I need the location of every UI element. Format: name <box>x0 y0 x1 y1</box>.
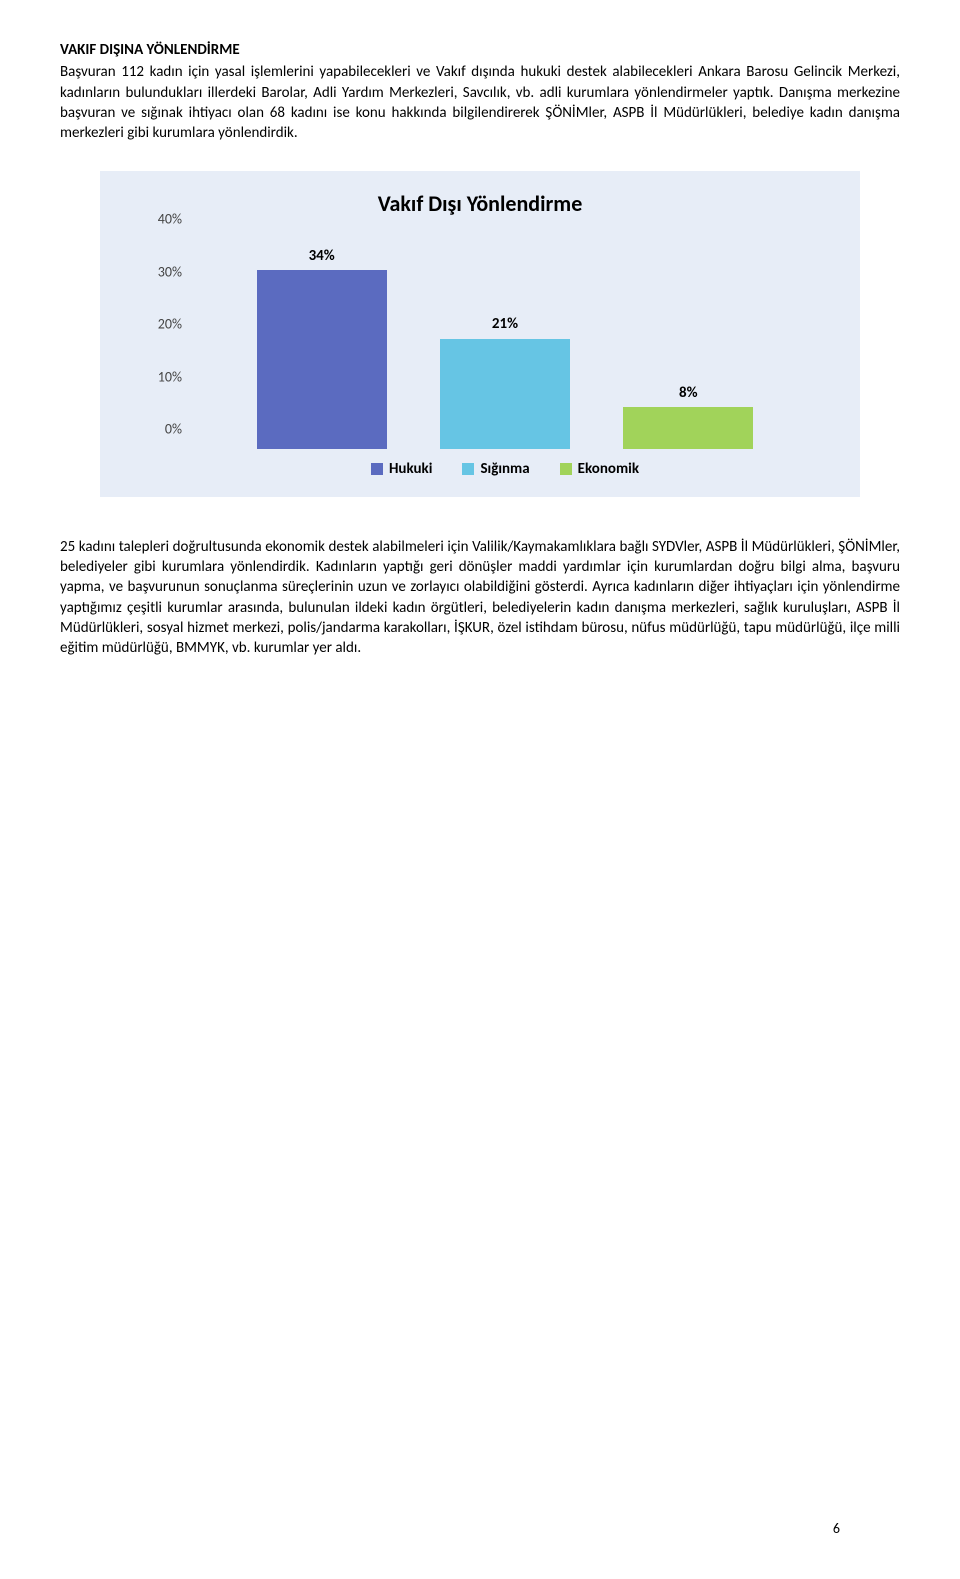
bar-value-label: 21% <box>492 314 518 334</box>
section-heading: VAKIF DIŞINA YÖNLENDİRME <box>60 40 900 60</box>
legend-label: Ekonomik <box>578 459 639 479</box>
legend-swatch-icon <box>371 463 383 475</box>
legend-item: Sığınma <box>462 459 529 479</box>
bar <box>440 339 570 449</box>
y-tick: 40% <box>158 211 182 230</box>
y-tick: 30% <box>158 263 182 282</box>
paragraph-1: Başvuran 112 kadın için yasal işlemlerin… <box>60 62 900 143</box>
bar <box>623 407 753 449</box>
bar-column: 8% <box>618 383 758 449</box>
bar-column: 34% <box>252 246 392 449</box>
bars-area: 34% 21% 8% <box>190 239 820 449</box>
bar-column: 21% <box>435 314 575 449</box>
bar-value-label: 34% <box>309 246 335 266</box>
page-number: 6 <box>833 1520 840 1539</box>
y-tick: 0% <box>165 421 182 440</box>
chart-title: Vakıf Dışı Yönlendirme <box>140 189 820 219</box>
legend-item: Hukuki <box>371 459 432 479</box>
paragraph-2: 25 kadını talepleri doğrultusunda ekonom… <box>60 537 900 659</box>
legend-swatch-icon <box>560 463 572 475</box>
legend-item: Ekonomik <box>560 459 639 479</box>
y-tick: 20% <box>158 316 182 335</box>
legend-label: Hukuki <box>389 459 432 479</box>
y-axis: 0%10%20%30%40% <box>140 239 186 449</box>
legend-swatch-icon <box>462 463 474 475</box>
chart-plot: 0%10%20%30%40% 34%21%8% HukukiSığınmaEko… <box>190 239 820 479</box>
chart-legend: Hukuki Sığınma Ekonomik <box>190 459 820 479</box>
bar <box>257 270 387 449</box>
bar-value-label: 8% <box>679 383 698 403</box>
y-tick: 10% <box>158 368 182 387</box>
chart-container: Vakıf Dışı Yönlendirme 0% 10% 20% 30% 40% 34… <box>100 171 860 497</box>
legend-label: Sığınma <box>480 459 529 479</box>
